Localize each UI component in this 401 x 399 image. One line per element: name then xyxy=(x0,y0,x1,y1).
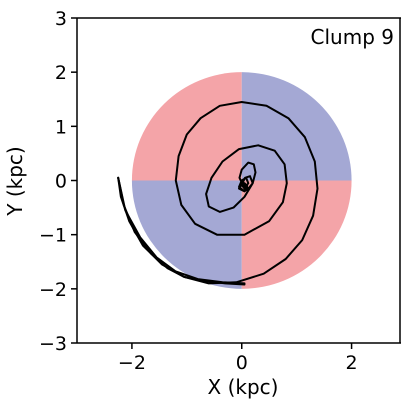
galactic-disk xyxy=(131,72,352,289)
disk-quadrant-upper-left xyxy=(131,72,242,181)
trajectory-line-1 xyxy=(117,101,319,285)
disk-quadrant-lower-left xyxy=(131,180,242,289)
x-axis-label: X (kpc) xyxy=(208,375,279,399)
y-tick-label: −1 xyxy=(39,225,67,247)
y-tick-label: −2 xyxy=(39,279,67,301)
y-tick-label: 2 xyxy=(55,62,67,84)
y-tick-label: −3 xyxy=(39,333,67,355)
x-tick-label: 2 xyxy=(346,352,358,374)
orbit-trajectories xyxy=(117,101,319,286)
axis-ticks: −2 0 2 −3 −2 −1 0 1 2 3 xyxy=(39,8,358,374)
y-axis-label: Y (kpc) xyxy=(3,146,27,216)
y-tick-label: 0 xyxy=(55,171,67,193)
x-tick-label: 0 xyxy=(236,352,248,374)
y-tick-label: 1 xyxy=(55,116,67,138)
y-tick-label: 3 xyxy=(55,8,67,30)
trajectory-line-3 xyxy=(117,176,246,285)
disk-quadrant-lower-right xyxy=(241,180,352,289)
clump-annotation: Clump 9 xyxy=(311,25,394,49)
x-tick-label: −2 xyxy=(118,352,146,374)
